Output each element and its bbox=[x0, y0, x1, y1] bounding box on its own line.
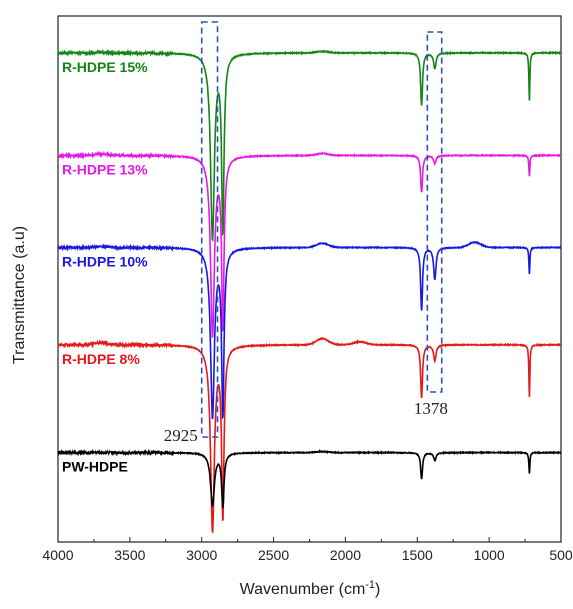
series-label: R-HDPE 10% bbox=[62, 253, 148, 269]
x-tick-label: 500 bbox=[549, 547, 573, 563]
plot-frame bbox=[57, 15, 562, 543]
series-line bbox=[57, 240, 562, 420]
x-tick-label: 3000 bbox=[186, 547, 217, 563]
highlight-box-1378 bbox=[426, 31, 443, 393]
x-axis-label-main: Wavenumber (cm bbox=[240, 581, 366, 598]
x-tick-label: 1500 bbox=[402, 547, 433, 563]
x-tick-label: 2500 bbox=[258, 547, 289, 563]
annotation-2925: 2925 bbox=[164, 426, 198, 445]
y-axis-label: Transmittance (a.u) bbox=[11, 226, 28, 364]
series-line bbox=[57, 448, 562, 509]
series-label: PW-HDPE bbox=[62, 459, 128, 475]
annotation-1378: 1378 bbox=[414, 399, 448, 418]
x-tick-label: 3500 bbox=[114, 547, 145, 563]
series-line bbox=[57, 150, 562, 339]
x-axis-label-superscript: -1 bbox=[365, 579, 375, 591]
x-tick-label: 1000 bbox=[474, 547, 505, 563]
x-axis-label-tail: ) bbox=[375, 581, 380, 598]
series-label: R-HDPE 15% bbox=[62, 59, 148, 75]
series-label: R-HDPE 8% bbox=[62, 351, 140, 367]
series-line bbox=[57, 48, 562, 243]
series-label: R-HDPE 13% bbox=[62, 161, 148, 177]
x-tick-label: 4000 bbox=[42, 547, 73, 563]
series-line bbox=[57, 336, 561, 534]
x-axis-label: Wavenumber (cm-1) bbox=[240, 579, 381, 598]
highlight-box-2925 bbox=[200, 21, 219, 438]
x-tick-label: 2000 bbox=[330, 547, 361, 563]
